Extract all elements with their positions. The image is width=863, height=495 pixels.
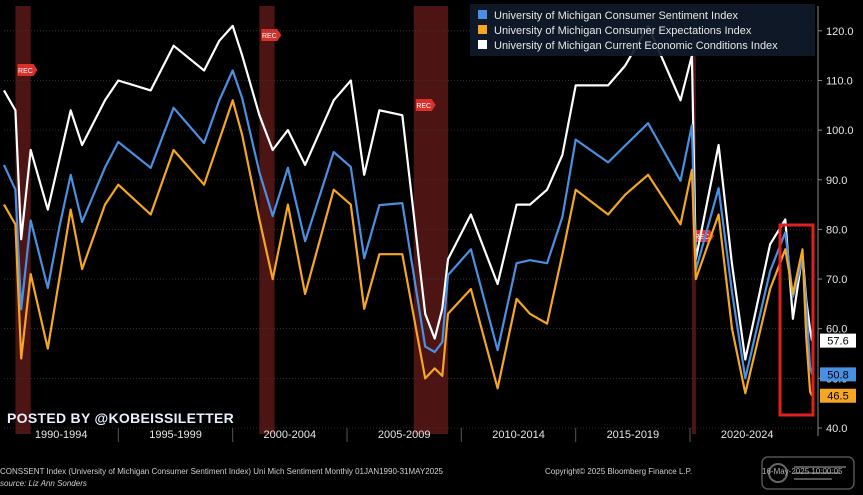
y-tick-label: 90.0 <box>826 175 847 187</box>
last-value-label: 46.5 <box>827 391 848 403</box>
legend-box <box>470 4 815 56</box>
series-line <box>3 69 814 380</box>
series-lines <box>3 24 814 397</box>
highlight-box <box>778 223 815 417</box>
recession-bands: REC REC REC REC <box>15 6 714 434</box>
last-value-labels: 50.8 46.5 57.6 <box>820 333 856 403</box>
series-line <box>3 99 813 397</box>
footer-datetime: 16-May-2025 10:00:05 <box>762 467 843 476</box>
recession-label: REC <box>18 68 33 75</box>
recession-label: REC <box>262 33 277 40</box>
footer-copyright: Copyright© 2025 Bloomberg Finance L.P. <box>545 467 693 476</box>
y-tick-label: 80.0 <box>826 224 847 236</box>
last-value-label: 57.6 <box>827 336 848 348</box>
legend-swatch <box>478 40 487 49</box>
highlight-box-rect <box>778 223 815 417</box>
y-tick-label: 110.0 <box>826 75 853 87</box>
x-tick-label: 1990-1994 <box>35 429 88 441</box>
recession-band <box>413 6 449 434</box>
recession-marker: REC <box>17 64 38 76</box>
y-tick-label: 100.0 <box>826 125 854 137</box>
x-tick-label: 2010-2014 <box>492 429 545 441</box>
y-tick-label: 60.0 <box>826 324 847 336</box>
x-tick-label: 2020-2024 <box>721 429 774 441</box>
last-value-tag <box>820 388 856 403</box>
last-value-label: 50.8 <box>827 369 848 381</box>
site-logo-icon <box>761 456 855 490</box>
legend-label: University of Michigan Consumer Sentimen… <box>494 10 738 22</box>
recession-label: REC <box>416 103 431 110</box>
x-axis: 1990-1994 1995-1999 2000-2004 2005-2009 2010… <box>35 428 774 442</box>
x-tick-label: 2005-2009 <box>378 429 431 441</box>
recession-label: REC <box>695 234 710 241</box>
recession-marker: REC <box>261 29 282 41</box>
legend-label: University of Michigan Current Economic … <box>494 40 778 52</box>
last-value-tag <box>820 333 856 348</box>
x-tick-label: 1995-1999 <box>149 429 202 441</box>
y-tick-label: 40.0 <box>826 423 847 435</box>
series-line <box>3 24 814 361</box>
recession-band <box>259 6 275 434</box>
x-tick-label: 2000-2004 <box>264 429 317 441</box>
legend: University of Michigan Consumer Sentimen… <box>470 4 815 56</box>
recession-marker: REC <box>415 99 436 111</box>
legend-label: University of Michigan Consumer Expectat… <box>494 25 752 37</box>
x-tick-label: 2015-2019 <box>607 429 660 441</box>
footer-index-description: CONSSENT Index (University of Michigan C… <box>0 467 444 476</box>
y-tick-label: 120.0 <box>826 26 854 38</box>
grid-lines <box>4 30 812 429</box>
y-tick-label: 70.0 <box>826 274 847 286</box>
legend-swatch <box>478 25 487 34</box>
footer-source: source: Liz Ann Sonders <box>0 479 87 488</box>
legend-swatch <box>478 10 487 19</box>
watermark-text: POSTED BY @KOBEISSILETTER <box>7 410 235 426</box>
last-value-tag <box>820 367 856 382</box>
